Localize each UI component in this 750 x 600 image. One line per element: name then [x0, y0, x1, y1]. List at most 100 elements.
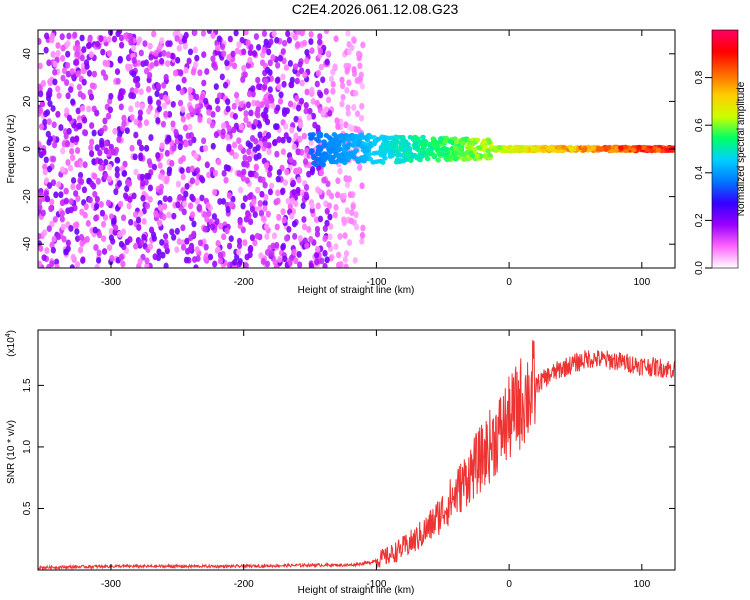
- heatmap-cell: [200, 137, 207, 145]
- heatmap-cell: [151, 163, 158, 171]
- heatmap-cell: [430, 141, 437, 147]
- heatmap-cell: [244, 160, 250, 168]
- heatmap-cell: [73, 190, 79, 197]
- heatmap-cell: [291, 188, 297, 196]
- heatmap-cell: [363, 135, 370, 141]
- heatmap-cell: [330, 68, 336, 76]
- heatmap-cell: [288, 156, 294, 164]
- heatmap-cell: [306, 113, 312, 121]
- heatmap-cell: [360, 224, 366, 232]
- heatmap-cell: [290, 179, 296, 187]
- heatmap-cell: [283, 122, 289, 130]
- heatmap-cell: [53, 191, 59, 199]
- heatmap-cell: [41, 148, 47, 156]
- heatmap-cell: [204, 68, 210, 75]
- heatmap-cell: [141, 217, 147, 225]
- heatmap-cell: [83, 203, 89, 211]
- heatmap-cell: [128, 218, 134, 226]
- heatmap-cell: [206, 171, 212, 179]
- heatmap-cell: [299, 79, 305, 87]
- heatmap-cell: [268, 38, 274, 46]
- heatmap-cell: [397, 152, 404, 158]
- y-tick-label: 0.5: [22, 501, 33, 515]
- heatmap-cell: [275, 189, 281, 197]
- heatmap-cell: [115, 156, 121, 164]
- heatmap-cell: [447, 139, 454, 144]
- colorbar-label: Normalized spectral amplitude: [736, 81, 747, 216]
- heatmap-cell: [187, 48, 194, 56]
- heatmap-cell: [236, 237, 243, 245]
- heatmap-cell: [118, 103, 124, 111]
- heatmap-cell: [255, 43, 262, 51]
- heatmap-cell: [560, 144, 567, 150]
- heatmap-cell: [317, 47, 324, 55]
- heatmap-cell: [294, 95, 300, 102]
- heatmap-cell: [353, 89, 359, 97]
- heatmap-cell: [327, 109, 333, 117]
- heatmap-cell: [224, 59, 230, 67]
- heatmap-cell: [226, 192, 233, 200]
- heatmap-cell: [291, 248, 297, 256]
- heatmap-cell: [217, 198, 223, 205]
- heatmap-cell: [151, 30, 157, 38]
- heatmap-cell: [44, 247, 50, 254]
- heatmap-cell: [82, 116, 88, 124]
- heatmap-cell: [99, 209, 106, 217]
- heatmap-cell: [334, 191, 341, 199]
- heatmap-cell: [275, 61, 281, 69]
- heatmap-cell: [328, 254, 334, 262]
- heatmap-cell: [286, 226, 292, 233]
- heatmap-cell: [177, 99, 184, 107]
- heatmap-cell: [233, 152, 239, 160]
- heatmap-cell: [143, 59, 149, 67]
- heatmap-cell: [234, 253, 240, 261]
- heatmap-cell: [275, 175, 281, 183]
- heatmap-cell: [233, 30, 239, 37]
- heatmap-cell: [303, 184, 310, 191]
- heatmap-cell: [353, 211, 359, 219]
- heatmap-cell: [250, 90, 256, 98]
- heatmap-cell: [335, 123, 341, 131]
- heatmap-cell: [467, 150, 474, 156]
- heatmap-cell: [325, 50, 331, 58]
- heatmap-cell: [40, 209, 46, 217]
- heatmap-cell: [161, 49, 167, 57]
- heatmap-cell: [138, 239, 144, 247]
- heatmap-cell: [338, 261, 344, 268]
- heatmap-cell: [289, 126, 295, 134]
- heatmap-cell: [190, 195, 196, 203]
- heatmap-cell: [630, 147, 637, 153]
- heatmap-cell: [39, 100, 46, 108]
- heatmap-cell: [189, 211, 196, 219]
- figure-title: C2E4.2026.061.12.08.G23: [292, 1, 459, 17]
- heatmap-cell: [70, 183, 76, 191]
- heatmap-cell: [359, 231, 366, 239]
- heatmap-cell: [590, 145, 597, 151]
- heatmap-cell: [167, 195, 173, 203]
- heatmap-cell: [185, 166, 191, 174]
- colorbar-ticks: 0.0 0.2 0.4 0.6 0.8: [694, 70, 712, 275]
- heatmap-cell: [174, 227, 180, 235]
- heatmap-cell: [260, 176, 266, 184]
- heatmap-cell: [128, 92, 134, 99]
- heatmap-cell: [51, 235, 57, 243]
- heatmap-cell: [127, 196, 133, 203]
- heatmap-cell: [69, 68, 75, 75]
- heatmap-cell: [180, 115, 186, 123]
- heatmap-cell: [155, 152, 161, 159]
- heatmap-cell: [236, 170, 242, 177]
- heatmap-cell: [457, 146, 463, 152]
- heatmap-cell: [143, 144, 150, 152]
- heatmap-cell: [98, 127, 105, 135]
- heatmap-cell: [200, 30, 207, 37]
- heatmap-cell: [182, 200, 188, 208]
- heatmap-cell: [41, 254, 47, 262]
- heatmap-cell: [272, 258, 278, 266]
- heatmap-cell: [100, 48, 106, 56]
- heatmap-cell: [63, 248, 69, 256]
- heatmap-cell: [351, 104, 357, 111]
- heatmap-cell: [78, 178, 85, 186]
- heatmap-cell: [267, 188, 274, 196]
- heatmap-cell: [304, 88, 310, 96]
- heatmap-cell: [304, 147, 310, 155]
